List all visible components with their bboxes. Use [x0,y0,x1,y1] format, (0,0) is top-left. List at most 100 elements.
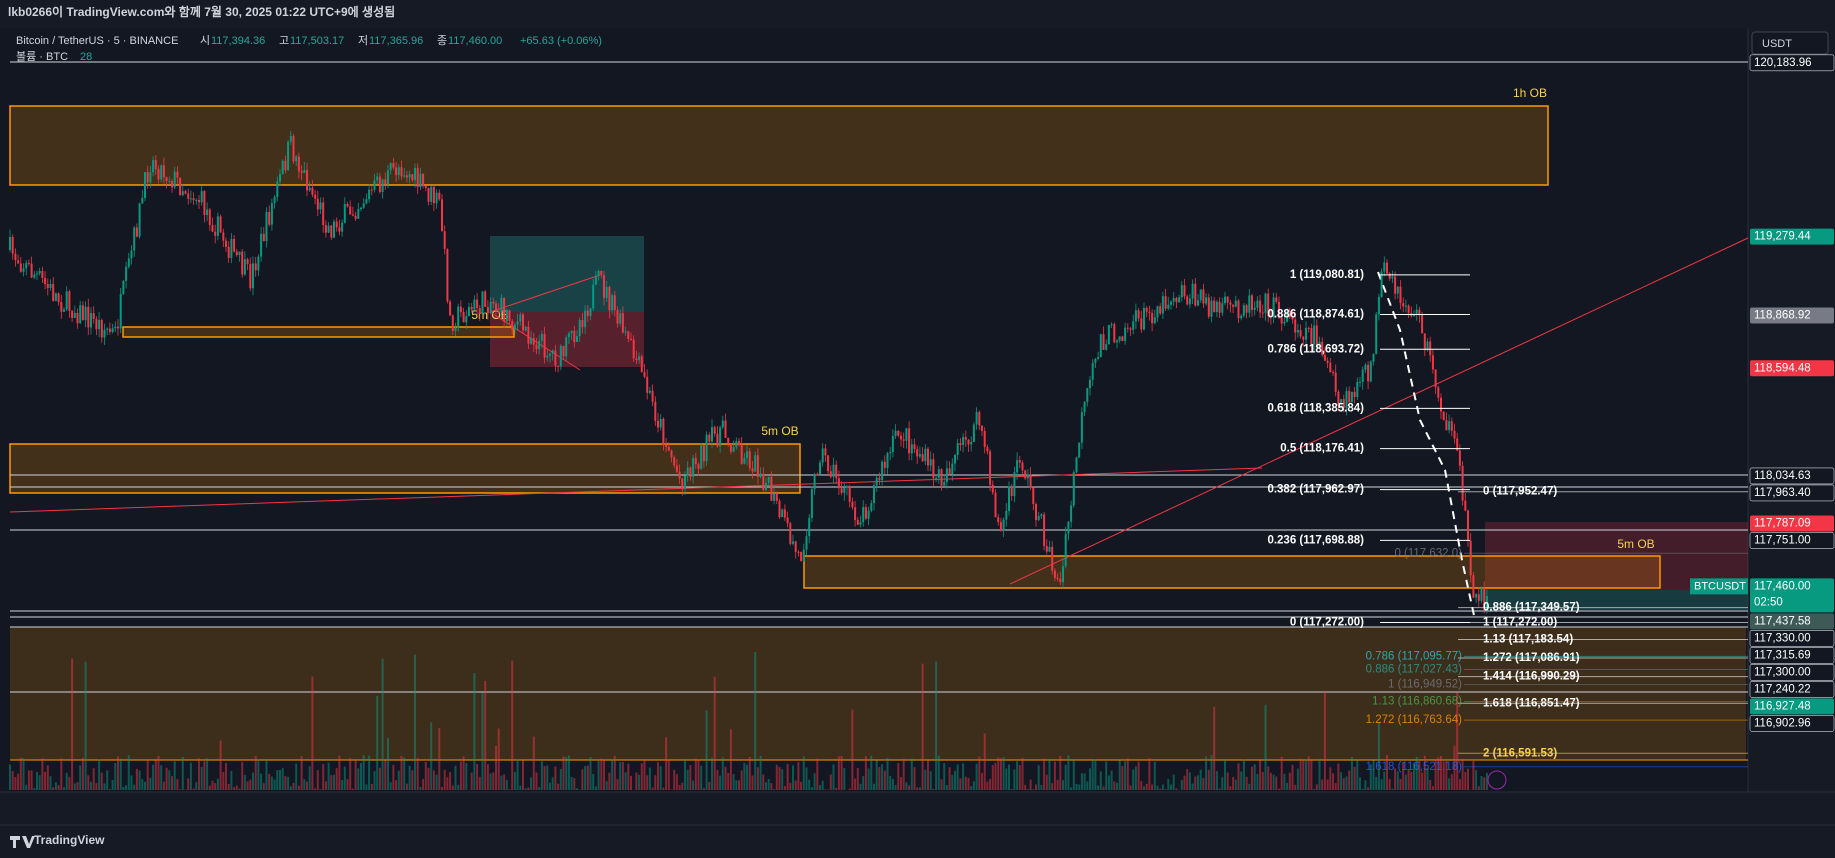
volume-bar [1070,787,1073,790]
volume-bar [252,772,254,790]
volume-bar [222,772,225,790]
volume-bar [686,769,689,790]
candle-body [540,333,543,341]
volume-bar [1213,706,1216,790]
volume-bar [1153,761,1156,790]
candle-body [314,194,317,199]
volume-bar [211,780,214,790]
volume-bar [1005,768,1008,790]
candle-body [624,331,627,333]
volume-bar [592,773,595,790]
volume-bar [1167,779,1170,790]
candle-body [1278,301,1280,318]
candle-body [1240,315,1243,319]
volume-bar [63,787,65,790]
candle-body [894,430,897,436]
candle-body [1008,486,1010,511]
candle-body [489,301,492,314]
volume-bar [837,756,840,790]
volume-bar [289,786,292,790]
volume-bar [983,733,986,790]
volume-bar [1402,762,1405,790]
candle-body [114,326,117,329]
candle-body [886,453,889,468]
volume-bar [233,787,236,790]
volume-bar [859,783,862,790]
volume-bar [1062,780,1064,790]
volume-bar [1083,773,1086,790]
candle-body [1307,327,1310,329]
candle-body [592,284,595,309]
candle-body [419,173,422,188]
volume-bar [1269,772,1272,790]
candle-body [333,221,335,238]
volume-bar [800,781,803,790]
volume-bar [268,773,271,790]
order-block [122,326,515,338]
fib-label: 0.886 (118,874.61) [1267,308,1364,320]
price-tag [1749,467,1835,485]
volume-bar [176,779,179,790]
volume-bar [427,767,430,790]
candle-body [451,315,454,331]
candle-body [384,179,387,185]
candle-body [1234,300,1237,307]
candle-body [524,326,527,331]
candle-body [1448,421,1451,431]
candle-body [1261,312,1264,314]
candle-body [1215,301,1218,313]
currency[interactable]: USDT [1762,38,1792,50]
candle-body [613,295,616,311]
volume-bar [557,783,560,790]
volume-bar [230,770,233,790]
candle-body [1010,486,1013,497]
volume-bar [324,781,327,790]
volume-bar [697,759,700,790]
candle-body [395,167,398,176]
candle-body [594,276,597,285]
candle-body [508,310,511,321]
volume-bar [797,762,800,790]
volume-bar [335,768,338,790]
volume-bar [1234,779,1237,790]
volume-bar [584,766,587,790]
candle-body [381,179,384,192]
candle-body [794,541,797,552]
candle-body [427,187,430,202]
candle-body [1072,472,1075,506]
candle-body [90,313,92,328]
candle-body [446,248,449,302]
volume-bar [1359,777,1361,790]
volume-bar [173,761,176,790]
volume-bar [1240,771,1243,790]
candle-body [322,202,325,225]
volume-bar [306,781,308,790]
candle-body [152,160,155,173]
replay-icon[interactable] [1487,770,1507,790]
candle-body [354,215,357,219]
volume-bar [497,728,500,790]
volume-bar [1442,761,1445,790]
volume-bar [216,778,219,790]
volume-bar [459,761,462,790]
volume-bar [1313,789,1316,790]
volume-bar [513,771,516,790]
volume-bar [681,782,684,790]
candle-body [1091,362,1094,380]
price-tag-label: 117,787.09 [1754,518,1811,530]
currency-button[interactable] [1751,31,1829,55]
candle-body [1045,546,1048,552]
fib-label: 1 (116,949.52) [1388,678,1462,690]
candle-body [1413,313,1415,317]
fib-label: 2 (116,591.53) [1483,747,1557,759]
volume-bar [465,763,468,790]
candle-body [1394,276,1397,294]
volume-bar [87,775,90,790]
volume-bar [913,767,916,790]
candle-body [276,181,279,197]
volume-bar [349,758,352,790]
volume-bar [114,762,117,790]
candle-body [187,193,190,199]
candle-body [1296,330,1299,333]
candle-body [44,278,47,285]
